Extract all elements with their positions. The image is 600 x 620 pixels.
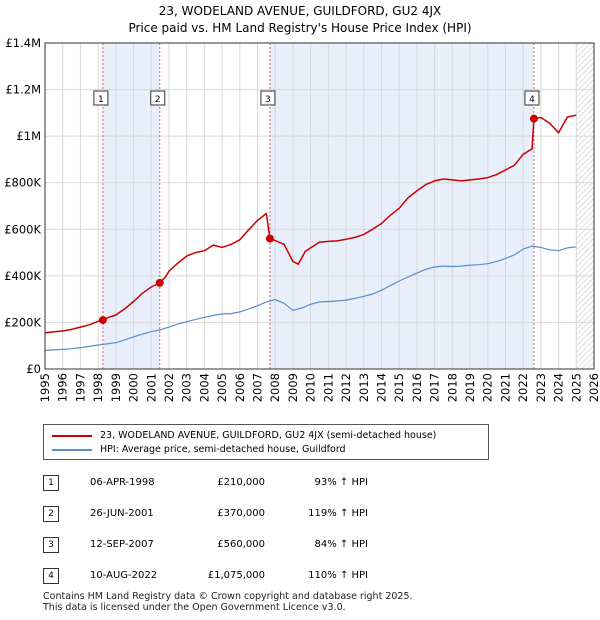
y-tick-label: £200K xyxy=(4,315,41,329)
y-tick-label: £1.2M xyxy=(5,83,41,97)
sale-number-badge: 3 xyxy=(43,537,59,553)
x-tick-label: 1997 xyxy=(73,373,87,402)
sale-label-box: 1 xyxy=(93,90,109,106)
legend-item-property: 23, WODELAND AVENUE, GUILDFORD, GU2 4JX … xyxy=(52,430,436,442)
sale-label-frame xyxy=(524,90,540,106)
legend-item-hpi: HPI: Average price, semi-detached house,… xyxy=(52,444,346,456)
sale-date: 12-SEP-2007 xyxy=(90,539,154,550)
y-tick-label: £600K xyxy=(4,222,41,236)
legend: 23, WODELAND AVENUE, GUILDFORD, GU2 4JX … xyxy=(43,424,489,460)
sale-label-frame xyxy=(150,90,166,106)
footer-copyright: Contains HM Land Registry data © Crown c… xyxy=(43,591,413,602)
x-tick-label: 2014 xyxy=(374,373,388,402)
sale-date: 26-JUN-2001 xyxy=(90,508,154,519)
x-tick-label: 2020 xyxy=(481,373,495,402)
x-tick-label: 2022 xyxy=(516,373,530,402)
sale-price: £370,000 xyxy=(217,508,265,519)
sale-number-badge: 2 xyxy=(43,506,59,522)
sale-label-number: 4 xyxy=(529,95,535,105)
y-axis-ticks: £0 £200K £400K £600K £800K £1M £1.2M £1.4M xyxy=(4,36,41,376)
sale-price: £210,000 xyxy=(217,477,265,488)
legend-label-property: 23, WODELAND AVENUE, GUILDFORD, GU2 4JX … xyxy=(100,430,437,441)
y-tick-label: £1.4M xyxy=(5,36,41,50)
x-tick-label: 2004 xyxy=(197,373,211,402)
legend-swatch-property xyxy=(52,434,92,437)
footer-licence: This data is licensed under the Open Gov… xyxy=(43,602,346,613)
x-tick-label: 2024 xyxy=(552,373,566,402)
x-tick-label: 2018 xyxy=(445,373,459,402)
chart-title: 23, WODELAND AVENUE, GUILDFORD, GU2 4JX xyxy=(158,4,442,18)
sale-point xyxy=(155,278,164,287)
y-tick-label: £1M xyxy=(16,129,41,143)
x-axis-ticks: 1995 1996 1997 1998 1999 2000 2001 2002 2003 2004… xyxy=(38,373,600,402)
sale-date: 10-AUG-2022 xyxy=(90,570,158,581)
sale-label-box: 2 xyxy=(150,90,166,106)
sale-label-box: 3 xyxy=(260,90,276,106)
sale-point xyxy=(529,114,538,123)
plot-frame xyxy=(44,42,595,370)
sale-points: 1 2 3 4 xyxy=(93,90,540,325)
x-tick-label: 2002 xyxy=(162,373,176,402)
sale-label-frame xyxy=(260,90,276,106)
sale-number-badge: 4 xyxy=(43,568,59,584)
table-row: 2 26-JUN-2001 £370,000 119% ↑ HPI xyxy=(0,506,600,524)
x-tick-label: 1995 xyxy=(38,373,52,402)
hpi-change: 93% ↑ HPI xyxy=(314,477,368,488)
x-tick-label: 2006 xyxy=(233,373,247,402)
sale-point xyxy=(265,234,274,243)
x-tick-label: 1999 xyxy=(109,373,123,402)
legend-label-hpi: HPI: Average price, semi-detached house,… xyxy=(100,444,346,455)
x-tick-label: 2019 xyxy=(463,373,477,402)
y-tick-label: £800K xyxy=(4,176,41,190)
series-line-hpi xyxy=(44,245,577,351)
sale-date: 06-APR-1998 xyxy=(90,477,155,488)
x-tick-label: 1998 xyxy=(91,373,105,402)
sale-price: £560,000 xyxy=(217,539,265,550)
shaded-periods xyxy=(102,43,594,369)
sale-label-frame xyxy=(93,90,109,106)
x-tick-label: 2023 xyxy=(534,373,548,402)
x-tick-label: 2016 xyxy=(410,373,424,402)
sale-price: £1,075,000 xyxy=(207,570,265,581)
series-line-property xyxy=(44,114,577,334)
table-row: 4 10-AUG-2022 £1,075,000 110% ↑ HPI xyxy=(0,568,600,586)
x-tick-label: 2012 xyxy=(339,373,353,402)
hpi-change: 110% ↑ HPI xyxy=(308,570,368,581)
x-tick-label: 2009 xyxy=(286,373,300,402)
x-tick-label: 2000 xyxy=(127,373,141,402)
sale-number-badge: 1 xyxy=(43,475,59,491)
x-tick-label: 2010 xyxy=(304,373,318,402)
y-tick-label: £400K xyxy=(4,269,41,283)
chart-subtitle: Price paid vs. HM Land Registry's House … xyxy=(128,21,472,35)
sale-label-box: 4 xyxy=(524,90,540,106)
x-tick-label: 2001 xyxy=(144,373,158,402)
table-row: 3 12-SEP-2007 £560,000 84% ↑ HPI xyxy=(0,537,600,555)
price-chart: 1 2 3 4 £0 £200K £400K £600K £800K £1M £1.2M £1.4M… xyxy=(4,36,600,402)
legend-swatch-hpi xyxy=(52,448,92,451)
x-tick-label: 2026 xyxy=(587,373,600,402)
hpi-change: 84% ↑ HPI xyxy=(314,539,368,550)
x-tick-label: 2017 xyxy=(428,373,442,402)
x-tick-label: 2025 xyxy=(569,373,583,402)
sale-label-number: 1 xyxy=(98,95,104,105)
x-tick-label: 2008 xyxy=(268,373,282,402)
x-tick-label: 2021 xyxy=(498,373,512,402)
x-tick-label: 2007 xyxy=(251,373,265,402)
sale-point xyxy=(98,316,107,325)
x-tick-label: 2005 xyxy=(215,373,229,402)
x-tick-label: 2015 xyxy=(392,373,406,402)
x-tick-label: 2003 xyxy=(180,373,194,402)
table-row: 1 06-APR-1998 £210,000 93% ↑ HPI xyxy=(0,475,600,493)
x-tick-label: 2013 xyxy=(357,373,371,402)
hpi-change: 119% ↑ HPI xyxy=(308,508,368,519)
x-tick-label: 2011 xyxy=(321,373,335,402)
sale-label-number: 3 xyxy=(265,95,271,105)
series-lines xyxy=(44,114,577,351)
x-tick-label: 1996 xyxy=(56,373,70,402)
forecast-hatch xyxy=(576,43,594,369)
y-tick-label: £0 xyxy=(26,362,41,376)
sale-label-number: 2 xyxy=(155,95,161,105)
